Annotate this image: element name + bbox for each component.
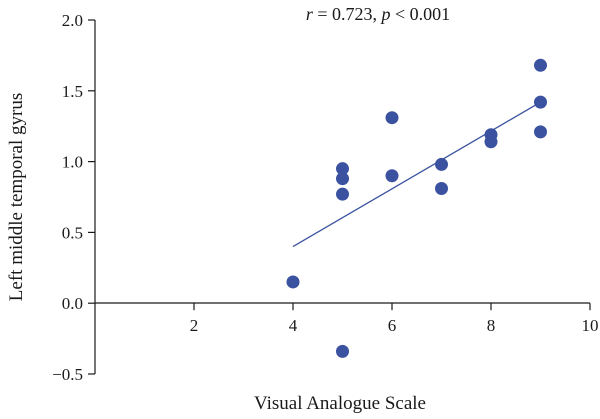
x-tick-label: 4 [289,316,298,335]
data-point [435,182,448,196]
y-tick-label: 2.0 [62,11,83,30]
r-value: = 0.723, [313,4,382,24]
r-symbol: r [306,4,314,24]
data-point [484,135,498,149]
y-tick-label: 1.0 [62,153,83,172]
y-tick-label: 0.5 [62,223,83,242]
p-value: < 0.001 [391,4,451,24]
data-point [336,172,349,186]
x-axis-title: Visual Analogue Scale [254,393,426,414]
correlation-annotation: r = 0.723, p < 0.001 [306,4,450,24]
data-point [385,111,399,125]
y-axis-ticks: 2.0 1.5 1.0 0.5 0.0 −0.5 [52,11,95,384]
y-axis-title: Left middle temporal gyrus [6,93,27,301]
p-symbol: p [380,4,391,24]
x-axis-ticks: 2 4 6 8 10 [190,303,599,335]
x-tick-label: 8 [487,316,496,335]
data-point [286,275,300,289]
y-tick-label: 1.5 [62,82,83,101]
x-tick-label: 10 [582,316,599,335]
regression-line [292,101,541,248]
data-points [286,58,547,358]
data-point [534,58,547,72]
x-tick-label: 6 [388,316,397,335]
x-tick-label: 2 [190,316,199,335]
data-point [336,344,349,358]
y-tick-label: −0.5 [52,365,83,384]
data-point [336,187,349,201]
y-tick-label: 0.0 [62,294,83,313]
data-point [336,162,349,176]
data-point [534,95,547,109]
data-point [435,157,448,171]
data-point [385,169,399,183]
data-point [534,125,547,139]
